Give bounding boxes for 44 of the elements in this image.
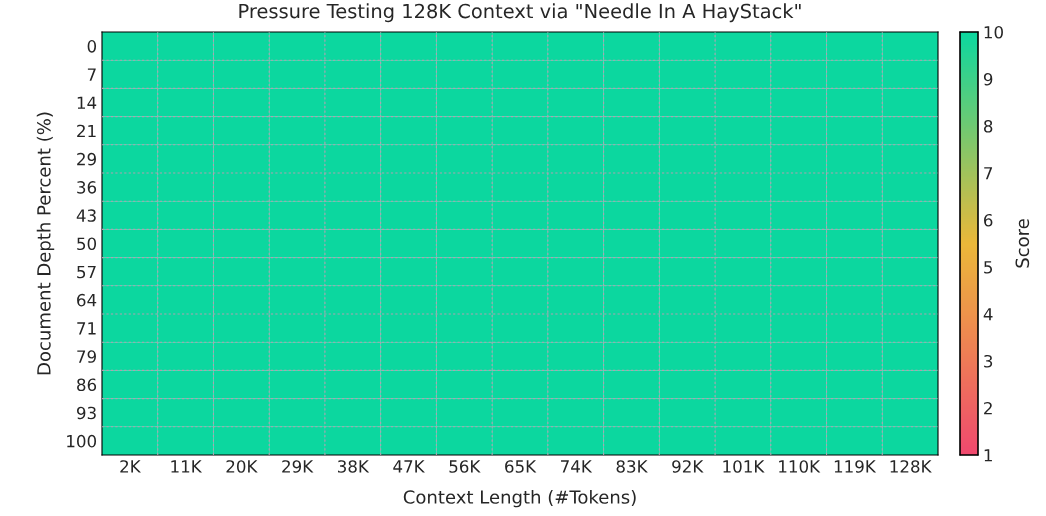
color-bar-label: 9 xyxy=(983,72,993,86)
x-tick-label: 92K xyxy=(672,460,704,473)
x-tick-label: 2K xyxy=(120,460,141,473)
y-tick-label: 100 xyxy=(67,434,97,448)
y-tick-label: 29 xyxy=(77,152,96,166)
x-tick-label: 119K xyxy=(834,460,877,473)
color-bar-label: 4 xyxy=(983,308,993,321)
color-bar-label: 8 xyxy=(983,119,993,133)
y-tick-label: 0 xyxy=(87,40,97,53)
y-tick-label: 71 xyxy=(77,322,96,335)
x-tick-label: 101K xyxy=(723,460,765,473)
y-tick-label: 21 xyxy=(77,124,96,138)
color-bar-label: 5 xyxy=(984,261,993,274)
x-tick-label: 128K xyxy=(890,460,932,473)
color-bar-label: 7 xyxy=(984,167,993,180)
x-tick-label: 65K xyxy=(505,460,537,473)
x-axis-title: Context Length (#Tokens) xyxy=(403,489,636,508)
chart-title: Pressure Testing 128K Context via "Needle In A HayStack" xyxy=(239,3,801,23)
color-bar-label: 6 xyxy=(984,213,993,227)
y-axis-title: Document Depth Percent (%) xyxy=(36,112,55,375)
x-tick-label: 11K xyxy=(171,460,203,473)
y-tick-label: 57 xyxy=(77,265,96,279)
y-tick-label: 14 xyxy=(77,96,97,109)
x-tick-label: 20K xyxy=(226,460,258,473)
y-tick-label: 93 xyxy=(76,406,96,420)
y-tick-label: 50 xyxy=(77,237,97,251)
y-tick-label: 86 xyxy=(77,378,97,392)
y-tick-label: 64 xyxy=(77,293,97,307)
color-bar-title: Score xyxy=(1015,219,1030,268)
x-tick-label: 110K xyxy=(779,460,821,473)
y-tick-label: 43 xyxy=(76,209,96,222)
x-tick-label: 56K xyxy=(449,460,481,473)
y-tick-label: 36 xyxy=(77,181,97,194)
y-tick-label: 7 xyxy=(87,68,96,81)
color-bar-label: 1 xyxy=(984,449,992,462)
color-bar-label: 10 xyxy=(984,25,1003,39)
x-tick-label: 38K xyxy=(338,460,370,473)
color-bar-label: 3 xyxy=(984,354,993,368)
x-tick-label: 83K xyxy=(616,460,648,473)
y-tick-label: 79 xyxy=(77,350,96,363)
x-tick-label: 47K xyxy=(393,460,425,473)
color-bar-label: 2 xyxy=(984,401,992,415)
x-tick-label: 74K xyxy=(561,460,593,473)
x-tick-label: 29K xyxy=(282,460,314,473)
